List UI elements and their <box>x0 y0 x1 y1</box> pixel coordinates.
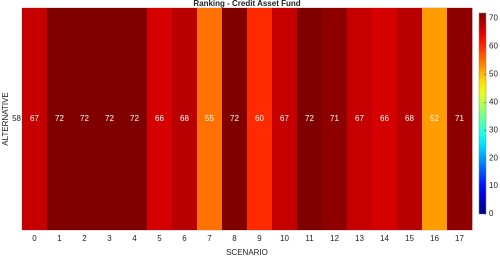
heat-cell <box>97 8 123 230</box>
heat-cell <box>397 8 423 230</box>
x-tick-label: 1 <box>57 234 62 243</box>
colorbar-tick-label: 70 <box>489 14 498 23</box>
cell-label: 68 <box>180 114 189 123</box>
cell-label: 67 <box>280 114 289 123</box>
x-tick-label: 11 <box>305 234 314 243</box>
cell-label: 72 <box>130 114 139 123</box>
cell-label: 72 <box>305 114 314 123</box>
heat-cell <box>47 8 73 230</box>
colorbar-tick-label: 30 <box>489 125 498 134</box>
cell-label: 72 <box>230 114 239 123</box>
x-tick-label: 14 <box>380 234 389 243</box>
cell-label: 67 <box>355 114 364 123</box>
x-tick-label: 7 <box>207 234 212 243</box>
x-tick-label: 17 <box>455 234 464 243</box>
heat-cell <box>147 8 173 230</box>
cell-label: 66 <box>155 114 164 123</box>
heat-cell <box>222 8 248 230</box>
x-tick-label: 9 <box>257 234 262 243</box>
x-tick-label: 6 <box>182 234 187 243</box>
heat-cell <box>172 8 198 230</box>
colorbar-tick-label: 10 <box>489 181 498 190</box>
colorbar-tick-label: 40 <box>489 97 498 106</box>
x-tick-label: 5 <box>157 234 162 243</box>
heat-cell <box>22 8 48 230</box>
cell-label: 60 <box>255 114 264 123</box>
x-tick-label: 13 <box>355 234 364 243</box>
cell-label: 68 <box>405 114 414 123</box>
colorbar-tick-label: 50 <box>489 70 498 79</box>
heat-cell <box>422 8 448 230</box>
x-tick-label: 15 <box>405 234 414 243</box>
x-tick-label: 10 <box>280 234 289 243</box>
heat-cell <box>72 8 98 230</box>
x-tick-label: 8 <box>232 234 237 243</box>
cell-label: 72 <box>55 114 64 123</box>
cell-label: 72 <box>105 114 114 123</box>
cell-label: 72 <box>80 114 89 123</box>
y-axis-label: ALTERNATIVE <box>1 92 10 146</box>
colorbar-tick-label: 20 <box>489 153 498 162</box>
x-tick-label: 3 <box>107 234 112 243</box>
x-tick-label: 16 <box>430 234 439 243</box>
x-tick-label: 0 <box>32 234 37 243</box>
cell-label: 55 <box>205 114 214 123</box>
heat-cell <box>322 8 348 230</box>
heat-cell <box>347 8 373 230</box>
cell-label: 71 <box>455 114 464 123</box>
heat-cell <box>247 8 273 230</box>
heat-cell <box>122 8 148 230</box>
x-tick-label: 4 <box>132 234 137 243</box>
cell-label: 52 <box>430 114 439 123</box>
heat-cell <box>447 8 473 230</box>
y-tick-label: 58 <box>12 114 21 123</box>
heat-cell <box>372 8 398 230</box>
cell-label: 66 <box>380 114 389 123</box>
cell-label: 67 <box>30 114 39 123</box>
x-axis-label: SCENARIO <box>226 248 268 257</box>
x-tick-label: 12 <box>330 234 339 243</box>
heat-cell <box>197 8 223 230</box>
cell-label: 71 <box>330 114 339 123</box>
chart-title: Ranking - Credit Asset Fund <box>193 0 300 8</box>
heat-cell <box>297 8 323 230</box>
heat-cell <box>272 8 298 230</box>
x-tick-label: 2 <box>82 234 87 243</box>
colorbar <box>478 12 487 215</box>
colorbar-tick-label: 60 <box>489 42 498 51</box>
colorbar-tick-label: 0 <box>489 209 494 218</box>
